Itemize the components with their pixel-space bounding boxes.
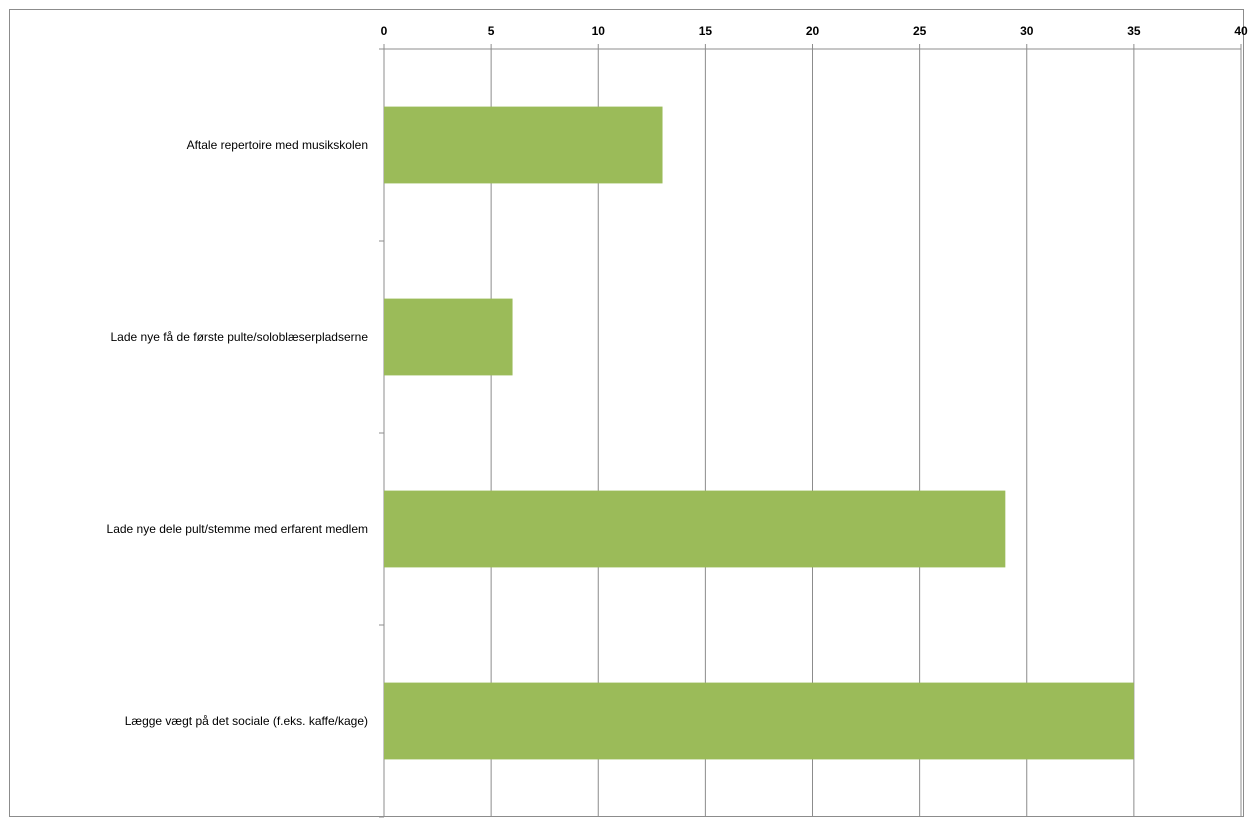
category-labels: Aftale repertoire med musikskolen Lade ny… — [107, 138, 369, 728]
x-tick-labels: 0 5 10 15 20 25 30 35 40 — [381, 24, 1248, 38]
bars — [384, 106, 1134, 760]
bar — [384, 298, 513, 376]
x-tick-label: 30 — [1020, 24, 1034, 38]
bar — [384, 682, 1134, 760]
x-tick-label: 40 — [1234, 24, 1248, 38]
category-label: Lade nye dele pult/stemme med erfarent m… — [107, 522, 368, 536]
category-label: Lade nye få de første pulte/soloblæserpl… — [111, 330, 369, 344]
x-tick-label: 5 — [488, 24, 495, 38]
bar — [384, 490, 1006, 568]
category-label: Aftale repertoire med musikskolen — [187, 138, 368, 152]
x-tick-label: 15 — [699, 24, 713, 38]
x-tick-label: 35 — [1127, 24, 1141, 38]
bar — [384, 106, 663, 184]
x-tick-label: 10 — [592, 24, 606, 38]
x-tick-label: 25 — [913, 24, 927, 38]
x-tick-label: 0 — [381, 24, 388, 38]
category-label: Lægge vægt på det sociale (f.eks. kaffe/… — [125, 714, 368, 728]
x-tick-label: 20 — [806, 24, 820, 38]
